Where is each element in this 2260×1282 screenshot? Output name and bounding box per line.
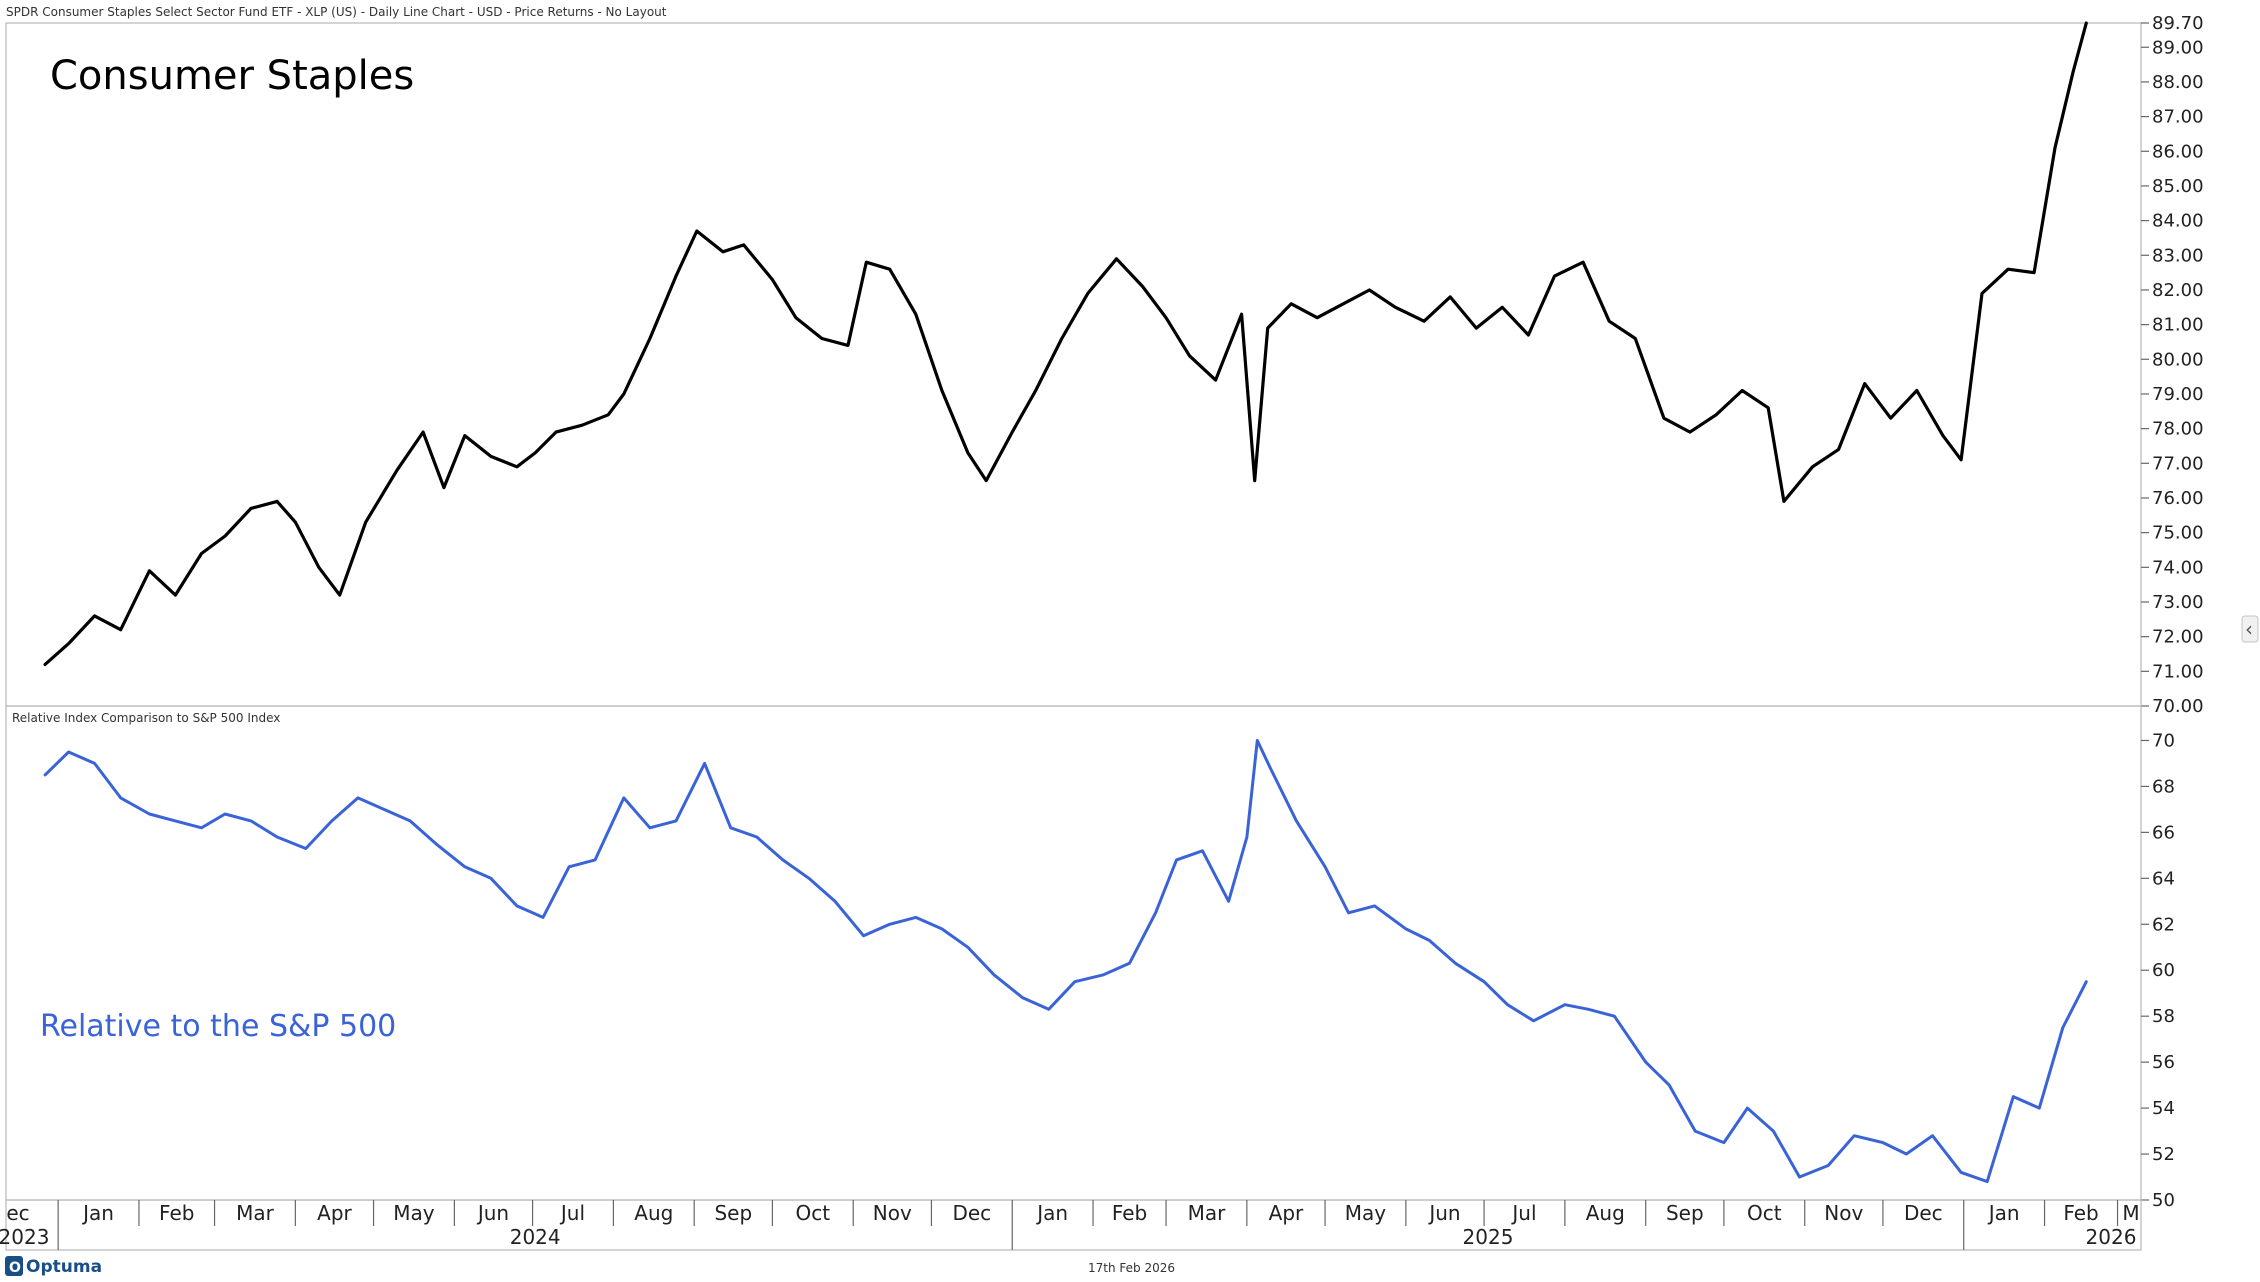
y-tick-label: 82.00 bbox=[2152, 280, 2204, 301]
optuma-logo-mark bbox=[5, 1256, 23, 1276]
x-month-label: Jun bbox=[1427, 1201, 1460, 1225]
collapse-panel-button[interactable] bbox=[2241, 615, 2259, 643]
x-month-label: Jan bbox=[81, 1201, 114, 1225]
optuma-logo-glyph: O bbox=[9, 1260, 21, 1276]
price-series-group bbox=[43, 21, 2088, 667]
y-tick-label: 73.00 bbox=[2152, 592, 2204, 613]
y-tick-label: 87.00 bbox=[2152, 107, 2204, 128]
y-tick-label: 80.00 bbox=[2152, 349, 2204, 370]
relative-series-group bbox=[43, 739, 2088, 1184]
x-year-label: 2025 bbox=[1463, 1225, 1514, 1249]
x-month-label: Jan bbox=[1035, 1201, 1068, 1225]
y-tick-label: 54 bbox=[2152, 1098, 2175, 1119]
y-tick-label: 74.00 bbox=[2152, 557, 2204, 578]
x-month-label: Feb bbox=[2063, 1201, 2098, 1225]
optuma-logo: O Optuma bbox=[5, 1256, 102, 1277]
y-tick-label: 62 bbox=[2152, 914, 2175, 935]
y-tick-label: 76.00 bbox=[2152, 488, 2204, 509]
y-tick-label: 64 bbox=[2152, 868, 2175, 889]
y-tick-label: 72.00 bbox=[2152, 627, 2204, 648]
y-tick-label: 60 bbox=[2152, 960, 2175, 981]
x-month-label: Feb bbox=[1112, 1201, 1147, 1225]
x-month-label: Aug bbox=[1586, 1201, 1625, 1225]
chart-header-title: SPDR Consumer Staples Select Sector Fund… bbox=[6, 5, 667, 19]
y-tick-label: 78.00 bbox=[2152, 419, 2204, 440]
price-y-axis: 89.70 89.00 88.00 87.00 86.00 85.00 84.00 83.00… bbox=[2141, 13, 2204, 717]
price-panel-title: Consumer Staples bbox=[50, 53, 414, 99]
y-tick-label: 84.00 bbox=[2152, 211, 2204, 232]
y-tick-label: 71.00 bbox=[2152, 661, 2204, 682]
y-tick-label: 89.00 bbox=[2152, 37, 2204, 58]
x-year-label: 2024 bbox=[510, 1225, 561, 1249]
footer-date: 17th Feb 2026 bbox=[1088, 1261, 1175, 1275]
x-axis: ec Jan Feb Mar Apr May Jun Jul Aug Sep Oct Nov Dec Ja… bbox=[0, 1200, 2140, 1250]
x-month-label: Jul bbox=[559, 1201, 585, 1225]
x-month-label: Nov bbox=[873, 1201, 912, 1225]
y-tick-label: 70 bbox=[2152, 730, 2175, 751]
optuma-logo-text: Optuma bbox=[26, 1257, 102, 1277]
y-tick-label: 77.00 bbox=[2152, 453, 2204, 474]
x-month-label: Mar bbox=[1188, 1201, 1227, 1225]
y-tick-label: 56 bbox=[2152, 1052, 2175, 1073]
y-tick-label: 79.00 bbox=[2152, 384, 2204, 405]
x-month-label: Feb bbox=[159, 1201, 194, 1225]
y-tick-label: 66 bbox=[2152, 822, 2175, 843]
relative-y-axis: 70 68 66 64 62 60 58 56 54 52 50 bbox=[2141, 730, 2175, 1211]
x-month-label: Mar bbox=[236, 1201, 275, 1225]
y-tick-label: 52 bbox=[2152, 1144, 2175, 1165]
x-month-label: Oct bbox=[796, 1201, 831, 1225]
x-month-label: Apr bbox=[1269, 1201, 1304, 1225]
x-month-label: Aug bbox=[634, 1201, 673, 1225]
y-tick-label: 58 bbox=[2152, 1006, 2175, 1027]
x-month-label: Oct bbox=[1747, 1201, 1782, 1225]
x-month-label: Sep bbox=[1666, 1201, 1704, 1225]
x-axis-frame bbox=[5, 1199, 2142, 1251]
y-tick-label: 50 bbox=[2152, 1190, 2175, 1211]
x-month-label: Dec bbox=[952, 1201, 991, 1225]
x-month-label: Apr bbox=[317, 1201, 352, 1225]
x-year-label: 2026 bbox=[2086, 1225, 2137, 1249]
chevron-left-icon: ‹ bbox=[2245, 617, 2253, 641]
price-panel-frame bbox=[5, 22, 2142, 707]
series-line bbox=[43, 21, 2088, 667]
series-line bbox=[43, 739, 2088, 1184]
x-month-label: ec bbox=[6, 1201, 29, 1225]
y-tick-label: 86.00 bbox=[2152, 141, 2204, 162]
x-month-label: Jul bbox=[1510, 1201, 1536, 1225]
x-month-label: Jun bbox=[476, 1201, 509, 1225]
relative-panel-label: Relative to the S&P 500 bbox=[40, 1009, 396, 1044]
y-tick-label: 75.00 bbox=[2152, 523, 2204, 544]
x-month-label: Sep bbox=[714, 1201, 752, 1225]
x-month-label: Jan bbox=[1987, 1201, 2020, 1225]
y-tick-label: 70.00 bbox=[2152, 696, 2204, 717]
y-tick-label: 81.00 bbox=[2152, 315, 2204, 336]
x-month-label: Dec bbox=[1904, 1201, 1943, 1225]
x-month-label: Nov bbox=[1824, 1201, 1863, 1225]
y-tick-label: 83.00 bbox=[2152, 245, 2204, 266]
y-tick-label: 89.70 bbox=[2152, 13, 2204, 34]
x-month-label: May bbox=[1345, 1201, 1387, 1225]
y-tick-label: 85.00 bbox=[2152, 176, 2204, 197]
x-month-label: M bbox=[2122, 1201, 2139, 1225]
relative-panel-header: Relative Index Comparison to S&P 500 Ind… bbox=[12, 711, 280, 725]
x-month-label: May bbox=[393, 1201, 435, 1225]
x-year-label: 2023 bbox=[0, 1225, 49, 1249]
y-tick-label: 88.00 bbox=[2152, 72, 2204, 93]
relative-panel-frame bbox=[5, 705, 2142, 1201]
y-tick-label: 68 bbox=[2152, 776, 2175, 797]
